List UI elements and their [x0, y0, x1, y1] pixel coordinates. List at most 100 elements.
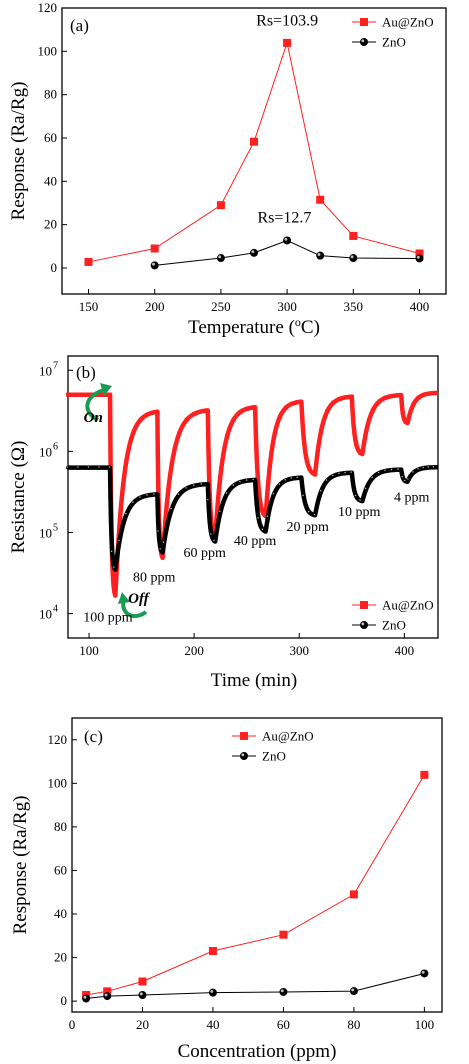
- data-point-b-0-195: [307, 466, 312, 471]
- data-point-b-0-295: [416, 395, 421, 400]
- data-point-b-1-110-body: [209, 532, 214, 537]
- data-point-b-1-195-body: [307, 510, 312, 515]
- data-point-a-1-6-body: [415, 254, 424, 263]
- data-point-b-1-310-shine: [432, 465, 435, 468]
- data-point-b-0-220: [337, 396, 342, 401]
- y-axis-label-b: Resistance (Ω): [8, 441, 29, 554]
- series-a: [84, 38, 424, 270]
- data-point-b-0-45: [131, 430, 136, 435]
- data-point-b-1-120: [218, 509, 223, 514]
- data-point-b-0-260: [383, 395, 388, 400]
- x-tick-label-a-2: 250: [211, 299, 231, 314]
- data-point-b-1-310: [431, 465, 436, 470]
- data-point-c-1-4: [279, 987, 288, 996]
- data-point-c-1-6-shine: [421, 970, 425, 974]
- data-point-c-1-5-body: [349, 987, 358, 996]
- data-point-b-0-280: [403, 419, 408, 424]
- data-point-b-1-75: [162, 540, 167, 545]
- data-point-b-0-240: [358, 450, 363, 455]
- x-tick-label-a-3: 300: [277, 299, 297, 314]
- data-point-b-0-285: [406, 416, 411, 421]
- plot-frame-a: [61, 7, 447, 295]
- data-point-b-1-265-shine: [390, 468, 393, 471]
- data-point-b-0-190: [301, 435, 306, 440]
- data-point-b-1-105-shine: [207, 499, 209, 501]
- data-point-b-1-100-shine: [200, 483, 202, 485]
- y-tick-label-c-4: 80: [54, 819, 67, 834]
- data-point-c-1-6-body: [420, 969, 429, 978]
- data-point-b-1-135-body: [238, 480, 243, 485]
- legend-marker-b-0: [360, 601, 368, 609]
- data-point-b-0-175: [283, 405, 288, 410]
- y-tick-label-c-0: 0: [61, 993, 68, 1008]
- data-point-a-1-3-body: [283, 236, 292, 245]
- data-point-b-0-60: [152, 410, 157, 415]
- data-point-b-0-0: [66, 392, 70, 397]
- data-point-b-1-65-shine: [157, 530, 159, 532]
- data-point-b-0-20: [108, 392, 113, 397]
- data-point-b-1-205: [319, 489, 324, 494]
- data-point-b-1-200-shine: [313, 513, 316, 516]
- data-point-b-0-5: [76, 392, 81, 397]
- y-tick-label-a-0: 0: [51, 260, 58, 275]
- data-point-b-0-140: [245, 406, 250, 411]
- data-point-b-1-25: [110, 549, 115, 554]
- x-tick-label-a-0: 150: [79, 299, 99, 314]
- data-point-b-1-175-shine: [284, 479, 286, 481]
- data-point-b-1-15-shine: [98, 466, 100, 468]
- data-point-b-1-235-body: [354, 494, 359, 499]
- y-tick-label-b-2: 10: [39, 444, 52, 459]
- data-point-b-1-65: [156, 529, 161, 534]
- data-point-a-0-3: [250, 137, 258, 146]
- data-point-b-1-200-body: [313, 513, 318, 518]
- series-b: [66, 390, 440, 598]
- data-point-b-0-50: [138, 417, 143, 422]
- data-point-b-1-70: [158, 547, 163, 552]
- y-tick-label-a-2: 40: [44, 173, 57, 188]
- data-point-b-1-55-body: [145, 493, 150, 498]
- data-point-b-1-155: [260, 527, 265, 532]
- annotation-a-1: Rs=12.7: [257, 210, 311, 227]
- data-point-b-1-250-shine: [371, 476, 373, 479]
- data-point-b-1-5: [76, 465, 81, 470]
- y-tick-label-c-2: 40: [54, 906, 67, 921]
- data-point-b-1-210: [325, 478, 330, 483]
- data-point-a-1-2: [250, 248, 258, 257]
- ticks-a: 150 200 250 300 350 400 0 20 40 60 80 100 120: [38, 0, 430, 314]
- data-point-c-0-5: [349, 890, 358, 899]
- data-point-b-0-270: [396, 393, 401, 398]
- data-point-b-1-275: [400, 475, 405, 480]
- annotation-b-3: 40 ppm: [234, 534, 277, 549]
- data-point-b-1-160-body: [265, 514, 270, 519]
- data-point-b-1-30-body: [112, 565, 117, 570]
- data-point-a-0-5: [316, 195, 325, 204]
- data-point-c-1-1-body: [103, 992, 112, 1001]
- data-point-b-1-130-body: [231, 483, 236, 488]
- y-axis-label-c: Response (Ra/Rg): [10, 796, 31, 935]
- x-axis-label-a-sup: o: [295, 315, 301, 329]
- on-off-arrows: [85, 383, 148, 619]
- data-point-b-1-305-shine: [427, 466, 429, 468]
- data-point-a-0-0: [84, 257, 93, 266]
- data-point-b-1-70-body: [158, 547, 163, 552]
- data-point-b-1-30-shine: [113, 566, 115, 568]
- data-point-b-1-305-body: [426, 465, 431, 470]
- data-point-b-0-85: [177, 431, 182, 436]
- x-tick-label-c-5: 100: [415, 1017, 435, 1032]
- data-point-b-1-170: [277, 482, 282, 487]
- plot-frame-c: [71, 717, 443, 1013]
- data-point-b-1-270-shine: [397, 468, 399, 470]
- data-point-a-1-0-shine: [152, 262, 155, 266]
- data-point-b-1-20-shine: [108, 466, 111, 468]
- legend-c: Au@ZnO ZnO: [232, 729, 314, 764]
- data-point-b-1-285-shine: [407, 478, 409, 480]
- data-point-b-1-125-body: [225, 491, 230, 496]
- data-point-b-0-205: [319, 428, 324, 433]
- data-point-b-1-300-shine: [422, 466, 424, 469]
- data-point-b-1-110-shine: [210, 533, 212, 535]
- data-point-b-1-220: [337, 471, 342, 476]
- data-point-b-1-225-body: [343, 471, 348, 476]
- x-tick-label-b-0: 100: [79, 643, 99, 658]
- annotation-b-5: 10 ppm: [338, 505, 381, 520]
- data-point-b-1-290-shine: [412, 471, 414, 473]
